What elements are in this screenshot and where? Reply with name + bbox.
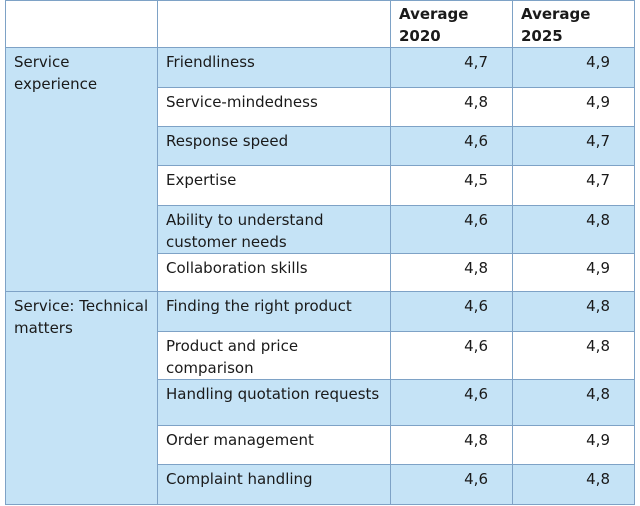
value-2025: 4,8 xyxy=(512,205,635,254)
value-2020: 4,6 xyxy=(390,379,513,426)
table-row: Complaint handling 4,6 4,8 xyxy=(6,464,635,505)
value-2025: 4,8 xyxy=(512,291,635,332)
value-2025: 4,9 xyxy=(512,47,635,88)
category-service-experience: Service experience xyxy=(5,47,158,292)
table-row: Service-mindedness 4,8 4,9 xyxy=(6,87,635,127)
table-row: Order management 4,8 4,9 xyxy=(6,425,635,465)
value-2020: 4,6 xyxy=(390,126,513,166)
ratings-table: Average 2020 Average 2025 Service experi… xyxy=(5,0,635,505)
value-2020: 4,6 xyxy=(390,291,513,332)
value-2025: 4,9 xyxy=(512,425,635,465)
value-2020: 4,8 xyxy=(390,425,513,465)
header-item xyxy=(157,0,391,48)
value-2025: 4,9 xyxy=(512,87,635,127)
item-label: Collaboration skills xyxy=(157,253,391,292)
item-label: Friendliness xyxy=(157,47,391,88)
item-label: Service-mindedness xyxy=(157,87,391,127)
value-2020: 4,6 xyxy=(390,205,513,254)
value-2020: 4,6 xyxy=(390,331,513,380)
table-row: Handling quotation requests 4,6 4,8 xyxy=(6,379,635,426)
value-2025: 4,9 xyxy=(512,253,635,292)
value-2020: 4,7 xyxy=(390,47,513,88)
value-2020: 4,6 xyxy=(390,464,513,505)
value-2025: 4,7 xyxy=(512,165,635,206)
table-row: Collaboration skills 4,8 4,9 xyxy=(6,253,635,292)
value-2025: 4,8 xyxy=(512,331,635,380)
value-2025: 4,7 xyxy=(512,126,635,166)
table-row: Service: Technical matters Finding the r… xyxy=(5,291,635,505)
value-2020: 4,8 xyxy=(390,253,513,292)
table-row: Product and price comparison 4,6 4,8 xyxy=(6,331,635,380)
value-2025: 4,8 xyxy=(512,379,635,426)
table-row: Response speed 4,6 4,7 xyxy=(6,126,635,166)
item-label: Response speed xyxy=(157,126,391,166)
item-label: Handling quotation requests xyxy=(157,379,391,426)
value-2020: 4,5 xyxy=(390,165,513,206)
item-label: Ability to understand customer needs xyxy=(157,205,391,254)
table-row: Ability to understand customer needs 4,6… xyxy=(6,205,635,254)
item-label: Finding the right product xyxy=(157,291,391,332)
header-average-2020: Average 2020 xyxy=(390,0,513,48)
header-row: Average 2020 Average 2025 xyxy=(5,0,635,48)
category-service-technical-matters: Service: Technical matters xyxy=(5,291,158,505)
item-label: Expertise xyxy=(157,165,391,206)
item-label: Complaint handling xyxy=(157,464,391,505)
value-2020: 4,8 xyxy=(390,87,513,127)
item-label: Product and price comparison xyxy=(157,331,391,380)
value-2025: 4,8 xyxy=(512,464,635,505)
header-average-2025: Average 2025 xyxy=(512,0,635,48)
header-category xyxy=(5,0,158,48)
table-row: Expertise 4,5 4,7 xyxy=(6,165,635,206)
item-label: Order management xyxy=(157,425,391,465)
table-row: Service experience Friendliness 4,7 4,9 xyxy=(5,47,635,292)
